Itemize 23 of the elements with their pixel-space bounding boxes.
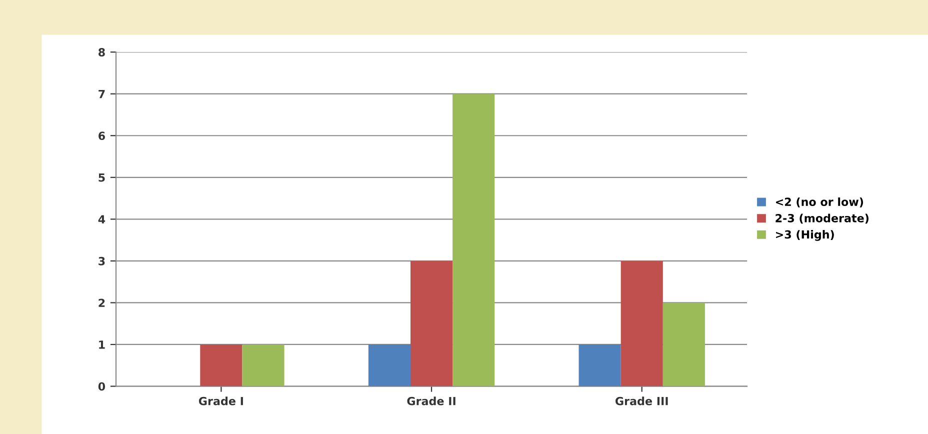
bar bbox=[410, 260, 453, 386]
x-tick-label: Grade II bbox=[407, 396, 456, 406]
legend-label: <2 (no or low) bbox=[776, 197, 864, 208]
legend-label: >3 (High) bbox=[776, 230, 834, 241]
bar bbox=[662, 302, 705, 386]
bar bbox=[620, 260, 663, 386]
bar bbox=[578, 344, 621, 386]
y-tick-label: 0 bbox=[98, 382, 106, 391]
y-tick-label: 7 bbox=[98, 90, 105, 98]
x-tick-label: Grade III bbox=[615, 396, 668, 406]
bar bbox=[242, 344, 284, 386]
y-tick-label: 3 bbox=[98, 256, 105, 266]
bar bbox=[200, 344, 242, 386]
y-tick-label: 6 bbox=[98, 132, 105, 140]
y-tick-label: 5 bbox=[98, 174, 105, 182]
x-tick-label: Grade I bbox=[198, 396, 243, 406]
bar bbox=[368, 344, 410, 386]
y-tick-label: 2 bbox=[98, 298, 105, 307]
legend-label: 2-3 (moderate) bbox=[776, 214, 868, 224]
bar bbox=[452, 94, 495, 386]
y-tick-label: 1 bbox=[99, 340, 105, 349]
y-tick-label: 4 bbox=[98, 215, 106, 224]
y-tick-label: 8 bbox=[98, 48, 105, 56]
